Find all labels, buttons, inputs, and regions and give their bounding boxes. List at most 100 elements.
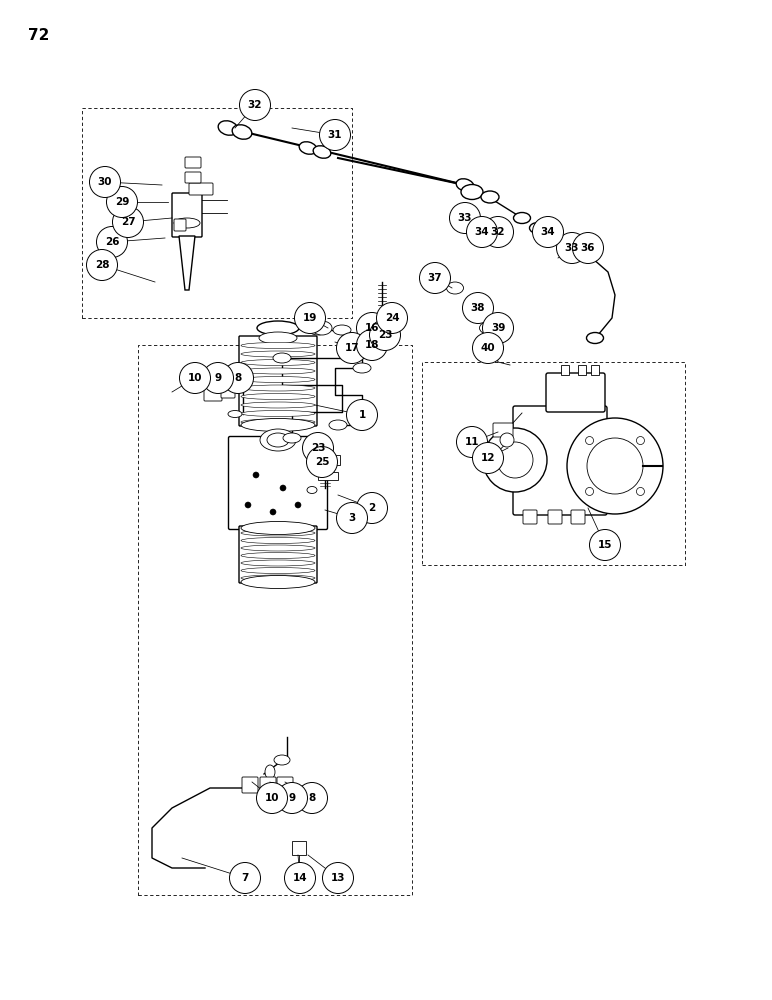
FancyBboxPatch shape: [548, 510, 562, 524]
Text: 36: 36: [581, 243, 595, 253]
Ellipse shape: [481, 191, 499, 203]
Bar: [578, 365, 586, 375]
Circle shape: [270, 509, 276, 515]
Text: 23: 23: [378, 330, 392, 340]
Ellipse shape: [241, 568, 315, 574]
Text: 27: 27: [120, 217, 135, 227]
Circle shape: [636, 437, 645, 445]
Ellipse shape: [333, 325, 351, 335]
Circle shape: [113, 207, 144, 237]
Text: 33: 33: [458, 213, 472, 223]
Text: 11: 11: [465, 437, 479, 447]
Ellipse shape: [456, 179, 474, 191]
Circle shape: [483, 428, 547, 492]
Ellipse shape: [241, 522, 315, 534]
Text: 1: 1: [358, 410, 366, 420]
FancyBboxPatch shape: [260, 777, 276, 793]
Ellipse shape: [312, 321, 332, 335]
Ellipse shape: [273, 353, 291, 363]
Circle shape: [239, 89, 270, 121]
Ellipse shape: [446, 282, 463, 294]
Text: 10: 10: [188, 373, 202, 383]
Circle shape: [337, 332, 367, 363]
Bar: [318, 472, 338, 480]
Circle shape: [466, 217, 497, 247]
Ellipse shape: [241, 575, 315, 581]
Text: 29: 29: [115, 197, 129, 207]
Circle shape: [357, 330, 388, 360]
Circle shape: [557, 232, 587, 263]
Ellipse shape: [307, 487, 317, 494]
FancyBboxPatch shape: [185, 157, 201, 168]
Text: 3: 3: [348, 513, 356, 523]
Ellipse shape: [329, 420, 347, 430]
Circle shape: [86, 249, 117, 280]
Ellipse shape: [232, 125, 252, 139]
Text: 34: 34: [475, 227, 489, 237]
Circle shape: [482, 312, 513, 344]
Ellipse shape: [241, 385, 315, 391]
FancyBboxPatch shape: [242, 777, 258, 793]
Circle shape: [256, 782, 287, 814]
Ellipse shape: [461, 184, 483, 200]
Text: 40: 40: [481, 343, 496, 353]
Ellipse shape: [479, 322, 496, 334]
Ellipse shape: [218, 121, 238, 135]
Circle shape: [285, 862, 316, 894]
Ellipse shape: [274, 755, 290, 765]
Circle shape: [323, 862, 354, 894]
Circle shape: [245, 502, 251, 508]
Text: 30: 30: [98, 177, 112, 187]
Circle shape: [585, 437, 594, 445]
Ellipse shape: [359, 327, 377, 337]
Ellipse shape: [241, 376, 315, 382]
Ellipse shape: [241, 342, 315, 349]
Bar: [561, 365, 569, 375]
Circle shape: [419, 262, 451, 294]
Text: 26: 26: [105, 237, 119, 247]
Ellipse shape: [260, 429, 296, 451]
Circle shape: [280, 485, 286, 491]
Bar: [591, 365, 599, 375]
Circle shape: [482, 217, 513, 247]
Ellipse shape: [241, 560, 315, 566]
Circle shape: [90, 166, 120, 198]
Circle shape: [585, 487, 594, 495]
FancyBboxPatch shape: [239, 336, 317, 426]
Text: 34: 34: [540, 227, 555, 237]
Circle shape: [462, 292, 493, 324]
FancyBboxPatch shape: [174, 219, 186, 231]
Text: 28: 28: [95, 260, 110, 270]
Ellipse shape: [265, 765, 275, 779]
Ellipse shape: [283, 433, 301, 443]
Circle shape: [276, 782, 307, 814]
Ellipse shape: [353, 363, 371, 373]
Ellipse shape: [241, 360, 315, 365]
Text: 10: 10: [265, 793, 279, 803]
Text: 19: 19: [303, 313, 317, 323]
Text: 24: 24: [384, 313, 399, 323]
Circle shape: [497, 442, 533, 478]
Circle shape: [573, 232, 604, 263]
Circle shape: [500, 433, 514, 447]
Text: 2: 2: [368, 503, 376, 513]
Circle shape: [357, 312, 388, 344]
Ellipse shape: [228, 410, 242, 418]
FancyBboxPatch shape: [185, 172, 201, 183]
Circle shape: [357, 492, 388, 524]
Ellipse shape: [486, 342, 503, 354]
FancyBboxPatch shape: [277, 777, 293, 793]
FancyBboxPatch shape: [523, 510, 537, 524]
Text: 14: 14: [293, 873, 307, 883]
Ellipse shape: [174, 218, 200, 228]
Text: 31: 31: [328, 130, 342, 140]
Circle shape: [472, 332, 503, 363]
Circle shape: [107, 186, 137, 218]
Text: 39: 39: [491, 323, 505, 333]
Circle shape: [587, 438, 643, 494]
Circle shape: [533, 217, 564, 247]
Circle shape: [636, 487, 645, 495]
Ellipse shape: [300, 142, 317, 154]
Text: 37: 37: [428, 273, 442, 283]
Bar: [325, 455, 340, 465]
